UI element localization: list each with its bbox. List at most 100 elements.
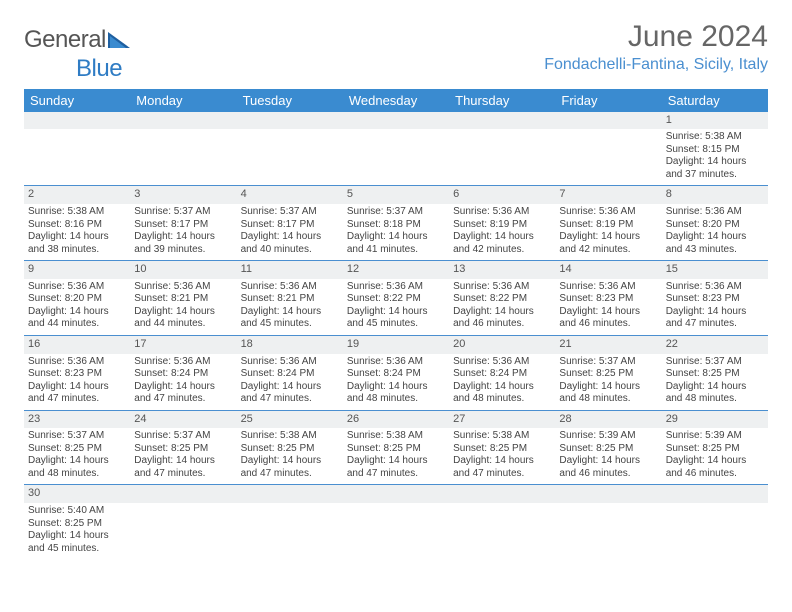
sunset-line: Sunset: 8:16 PM [28, 219, 126, 232]
daynum-row: 9101112131415 [24, 261, 768, 279]
day-cell [343, 129, 449, 186]
sunset-line: Sunset: 8:24 PM [241, 368, 339, 381]
sunrise-line: Sunrise: 5:38 AM [241, 430, 339, 443]
day-number: 20 [449, 335, 555, 353]
day-number: 18 [237, 335, 343, 353]
day-number: 25 [237, 410, 343, 428]
day-cell: Sunrise: 5:39 AMSunset: 8:25 PMDaylight:… [555, 428, 661, 485]
day-number: 22 [662, 335, 768, 353]
day-cell: Sunrise: 5:37 AMSunset: 8:25 PMDaylight:… [555, 354, 661, 411]
day-number [24, 112, 130, 130]
day-number [130, 485, 236, 503]
daylight-line: Daylight: 14 hours and 48 minutes. [28, 455, 126, 480]
sunrise-line: Sunrise: 5:36 AM [453, 206, 551, 219]
sunrise-line: Sunrise: 5:38 AM [347, 430, 445, 443]
day-cell: Sunrise: 5:37 AMSunset: 8:25 PMDaylight:… [24, 428, 130, 485]
logo-name: General [24, 26, 106, 53]
day-cell: Sunrise: 5:36 AMSunset: 8:20 PMDaylight:… [24, 279, 130, 336]
daylight-line: Daylight: 14 hours and 47 minutes. [134, 455, 232, 480]
logo-mark-icon [108, 27, 132, 55]
day-number: 16 [24, 335, 130, 353]
sunrise-line: Sunrise: 5:36 AM [28, 356, 126, 369]
sunrise-line: Sunrise: 5:36 AM [666, 281, 764, 294]
calendar-table: SundayMondayTuesdayWednesdayThursdayFrid… [24, 89, 768, 560]
daylight-line: Daylight: 14 hours and 47 minutes. [347, 455, 445, 480]
day-cell: Sunrise: 5:37 AMSunset: 8:17 PMDaylight:… [237, 204, 343, 261]
daylight-line: Daylight: 14 hours and 47 minutes. [666, 306, 764, 331]
day-cell: Sunrise: 5:36 AMSunset: 8:22 PMDaylight:… [449, 279, 555, 336]
daylight-line: Daylight: 14 hours and 39 minutes. [134, 231, 232, 256]
daylight-line: Daylight: 14 hours and 42 minutes. [453, 231, 551, 256]
day-number: 9 [24, 261, 130, 279]
daylight-line: Daylight: 14 hours and 41 minutes. [347, 231, 445, 256]
day-cell: Sunrise: 5:38 AMSunset: 8:25 PMDaylight:… [237, 428, 343, 485]
sunrise-line: Sunrise: 5:36 AM [453, 281, 551, 294]
day-number [343, 485, 449, 503]
sunrise-line: Sunrise: 5:39 AM [666, 430, 764, 443]
day-header-row: SundayMondayTuesdayWednesdayThursdayFrid… [24, 89, 768, 112]
daynum-row: 16171819202122 [24, 335, 768, 353]
day-number: 23 [24, 410, 130, 428]
day-number: 24 [130, 410, 236, 428]
day-cell [662, 503, 768, 559]
day-cell: Sunrise: 5:38 AMSunset: 8:25 PMDaylight:… [343, 428, 449, 485]
day-header: Saturday [662, 89, 768, 112]
day-cell: Sunrise: 5:37 AMSunset: 8:17 PMDaylight:… [130, 204, 236, 261]
day-number: 8 [662, 186, 768, 204]
day-cell: Sunrise: 5:36 AMSunset: 8:21 PMDaylight:… [130, 279, 236, 336]
day-cell: Sunrise: 5:36 AMSunset: 8:24 PMDaylight:… [237, 354, 343, 411]
day-cell: Sunrise: 5:36 AMSunset: 8:21 PMDaylight:… [237, 279, 343, 336]
title-block: June 2024 Fondachelli-Fantina, Sicily, I… [544, 20, 768, 74]
daylight-line: Daylight: 14 hours and 48 minutes. [559, 381, 657, 406]
day-cell: Sunrise: 5:38 AMSunset: 8:16 PMDaylight:… [24, 204, 130, 261]
day-number [237, 112, 343, 130]
day-cell: Sunrise: 5:36 AMSunset: 8:22 PMDaylight:… [343, 279, 449, 336]
day-number: 26 [343, 410, 449, 428]
day-cell: Sunrise: 5:38 AMSunset: 8:15 PMDaylight:… [662, 129, 768, 186]
day-content-row: Sunrise: 5:36 AMSunset: 8:23 PMDaylight:… [24, 354, 768, 411]
sunset-line: Sunset: 8:23 PM [28, 368, 126, 381]
day-header: Monday [130, 89, 236, 112]
day-cell: Sunrise: 5:37 AMSunset: 8:25 PMDaylight:… [662, 354, 768, 411]
daylight-line: Daylight: 14 hours and 46 minutes. [559, 455, 657, 480]
daylight-line: Daylight: 14 hours and 47 minutes. [453, 455, 551, 480]
daynum-row: 2345678 [24, 186, 768, 204]
day-cell: Sunrise: 5:36 AMSunset: 8:23 PMDaylight:… [555, 279, 661, 336]
sunset-line: Sunset: 8:21 PM [134, 293, 232, 306]
sunset-line: Sunset: 8:22 PM [453, 293, 551, 306]
day-cell [555, 503, 661, 559]
day-number: 11 [237, 261, 343, 279]
sunrise-line: Sunrise: 5:36 AM [666, 206, 764, 219]
sunrise-line: Sunrise: 5:38 AM [28, 206, 126, 219]
daylight-line: Daylight: 14 hours and 45 minutes. [241, 306, 339, 331]
sunrise-line: Sunrise: 5:38 AM [666, 131, 764, 144]
sunrise-line: Sunrise: 5:36 AM [134, 356, 232, 369]
day-header: Friday [555, 89, 661, 112]
location: Fondachelli-Fantina, Sicily, Italy [544, 56, 768, 74]
day-header: Tuesday [237, 89, 343, 112]
daynum-row: 30 [24, 485, 768, 503]
logo-accent: Blue [76, 55, 122, 82]
sunrise-line: Sunrise: 5:37 AM [347, 206, 445, 219]
logo: GeneralBlue [24, 26, 132, 83]
daylight-line: Daylight: 14 hours and 45 minutes. [347, 306, 445, 331]
sunrise-line: Sunrise: 5:36 AM [134, 281, 232, 294]
sunrise-line: Sunrise: 5:38 AM [453, 430, 551, 443]
day-cell: Sunrise: 5:36 AMSunset: 8:24 PMDaylight:… [343, 354, 449, 411]
sunrise-line: Sunrise: 5:37 AM [666, 356, 764, 369]
sunset-line: Sunset: 8:22 PM [347, 293, 445, 306]
day-number: 21 [555, 335, 661, 353]
daylight-line: Daylight: 14 hours and 40 minutes. [241, 231, 339, 256]
day-number: 1 [662, 112, 768, 130]
sunrise-line: Sunrise: 5:36 AM [559, 281, 657, 294]
sunrise-line: Sunrise: 5:37 AM [241, 206, 339, 219]
sunset-line: Sunset: 8:23 PM [559, 293, 657, 306]
day-number: 3 [130, 186, 236, 204]
day-number: 17 [130, 335, 236, 353]
day-cell: Sunrise: 5:36 AMSunset: 8:23 PMDaylight:… [662, 279, 768, 336]
day-header: Wednesday [343, 89, 449, 112]
day-cell: Sunrise: 5:36 AMSunset: 8:19 PMDaylight:… [449, 204, 555, 261]
day-cell [24, 129, 130, 186]
sunset-line: Sunset: 8:18 PM [347, 219, 445, 232]
day-number: 6 [449, 186, 555, 204]
